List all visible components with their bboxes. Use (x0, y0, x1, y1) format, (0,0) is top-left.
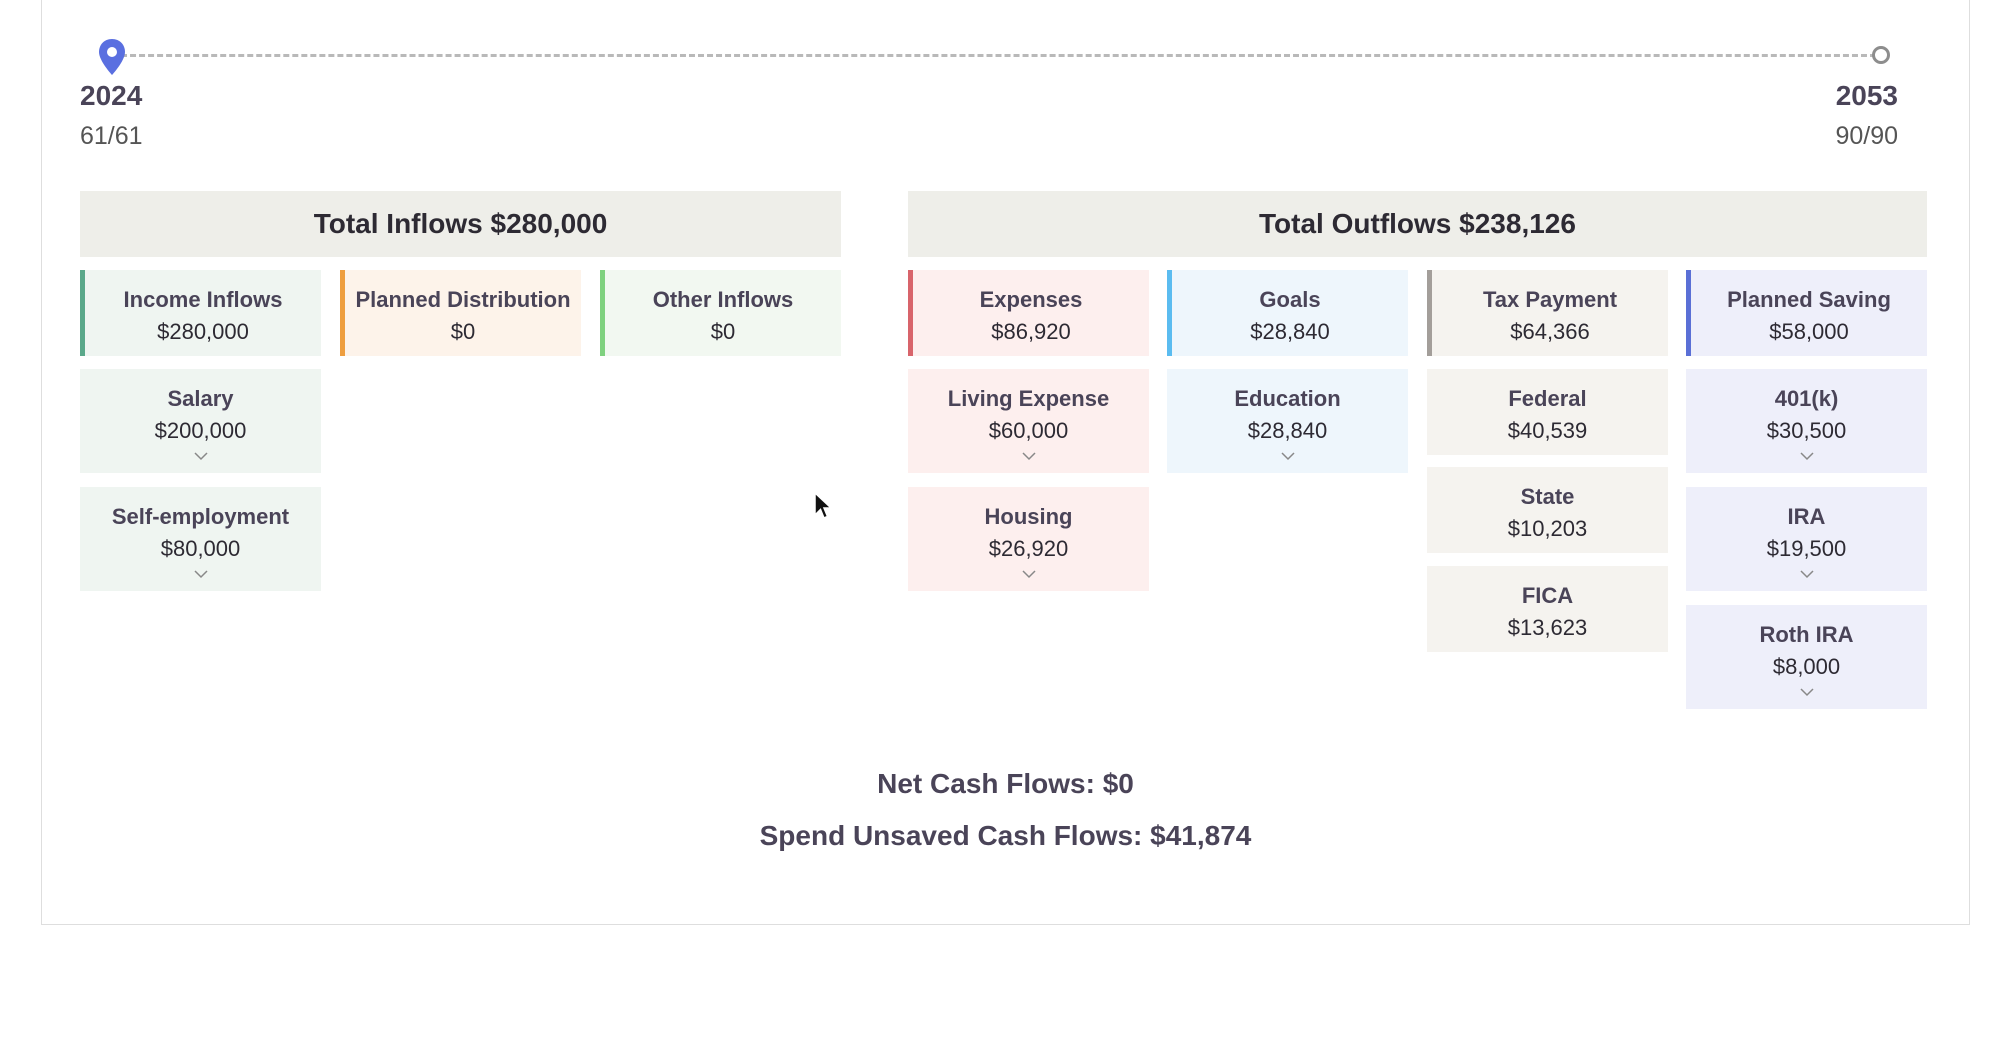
card-title: Housing (984, 504, 1073, 529)
income-inflows-card[interactable]: Income Inflows $280,000 (80, 270, 321, 356)
chevron-down-icon[interactable] (192, 567, 210, 581)
tax-payment-card[interactable]: Tax Payment $64,366 (1427, 270, 1668, 356)
card-title: Federal (1508, 386, 1587, 411)
card-amount: $8,000 (1772, 654, 1841, 679)
card-title: Self-employment (111, 504, 290, 529)
chevron-down-icon[interactable] (1020, 449, 1038, 463)
card-title: Income Inflows (123, 287, 283, 312)
card-amount: $58,000 (1769, 319, 1849, 344)
card-title: Living Expense (947, 386, 1110, 411)
fica-tax-card[interactable]: FICA $13,623 (1427, 566, 1668, 652)
end-age: 90/90 (1835, 122, 1898, 150)
timeline-end-marker[interactable] (1872, 46, 1890, 64)
card-amount: $28,840 (1247, 418, 1328, 443)
card-title: State (1520, 484, 1575, 509)
chevron-down-icon[interactable] (1798, 449, 1816, 463)
card-amount: $280,000 (157, 319, 249, 344)
card-amount: $0 (450, 319, 476, 344)
card-amount: $64,366 (1510, 319, 1590, 344)
card-amount: $28,840 (1250, 319, 1330, 344)
card-title: Goals (1259, 287, 1321, 312)
card-title: FICA (1521, 583, 1574, 608)
spend-unsaved-cash-flows: Spend Unsaved Cash Flows: $41,874 (759, 820, 1252, 851)
card-title: Salary (167, 386, 234, 411)
chevron-down-icon[interactable] (1279, 449, 1297, 463)
card-amount: $86,920 (991, 319, 1071, 344)
federal-tax-card[interactable]: Federal $40,539 (1427, 369, 1668, 455)
housing-card[interactable]: Housing $26,920 (908, 487, 1149, 591)
start-year: 2024 (80, 80, 143, 111)
total-inflows-header: Total Inflows $280,000 (80, 191, 841, 257)
start-age: 61/61 (80, 122, 143, 150)
ira-card[interactable]: IRA $19,500 (1686, 487, 1927, 591)
end-year: 2053 (1835, 80, 1898, 111)
card-title: 401(k) (1774, 386, 1839, 411)
card-amount: $30,500 (1766, 418, 1847, 443)
card-amount: $19,500 (1766, 536, 1847, 561)
card-amount: $40,539 (1507, 418, 1588, 443)
chevron-down-icon[interactable] (1798, 685, 1816, 699)
card-title: Other Inflows (652, 287, 794, 312)
education-card[interactable]: Education $28,840 (1167, 369, 1408, 473)
other-inflows-card[interactable]: Other Inflows $0 (600, 270, 841, 356)
goals-card[interactable]: Goals $28,840 (1167, 270, 1408, 356)
card-title: Education (1234, 386, 1341, 411)
card-title: Planned Distribution (355, 287, 571, 312)
mouse-cursor-icon (814, 491, 833, 519)
chevron-down-icon[interactable] (1020, 567, 1038, 581)
self-employment-card[interactable]: Self-employment $80,000 (80, 487, 321, 591)
card-title: IRA (1787, 504, 1826, 529)
chevron-down-icon[interactable] (192, 449, 210, 463)
timeline-track (112, 54, 1876, 57)
planned-distribution-card[interactable]: Planned Distribution $0 (340, 270, 581, 356)
401k-card[interactable]: 401(k) $30,500 (1686, 369, 1927, 473)
timeline: 2024 61/61 2053 90/90 (76, 38, 1920, 158)
card-amount: $0 (710, 319, 736, 344)
total-outflows-header: Total Outflows $238,126 (908, 191, 1927, 257)
chevron-down-icon[interactable] (1798, 567, 1816, 581)
expenses-card[interactable]: Expenses $86,920 (908, 270, 1149, 356)
card-title: Tax Payment (1482, 287, 1618, 312)
card-amount: $60,000 (988, 418, 1069, 443)
card-title: Planned Saving (1727, 287, 1891, 312)
card-amount: $13,623 (1507, 615, 1588, 640)
state-tax-card[interactable]: State $10,203 (1427, 467, 1668, 553)
card-amount: $26,920 (988, 536, 1069, 561)
net-cash-flows: Net Cash Flows: $0 (877, 768, 1134, 799)
planned-saving-card[interactable]: Planned Saving $58,000 (1686, 270, 1927, 356)
card-title: Expenses (979, 287, 1083, 312)
map-pin-icon[interactable] (97, 38, 127, 78)
living-expense-card[interactable]: Living Expense $60,000 (908, 369, 1149, 473)
card-amount: $200,000 (154, 418, 247, 443)
card-amount: $80,000 (160, 536, 241, 561)
card-title: Roth IRA (1759, 622, 1854, 647)
roth-ira-card[interactable]: Roth IRA $8,000 (1686, 605, 1927, 709)
card-amount: $10,203 (1507, 516, 1588, 541)
salary-card[interactable]: Salary $200,000 (80, 369, 321, 473)
